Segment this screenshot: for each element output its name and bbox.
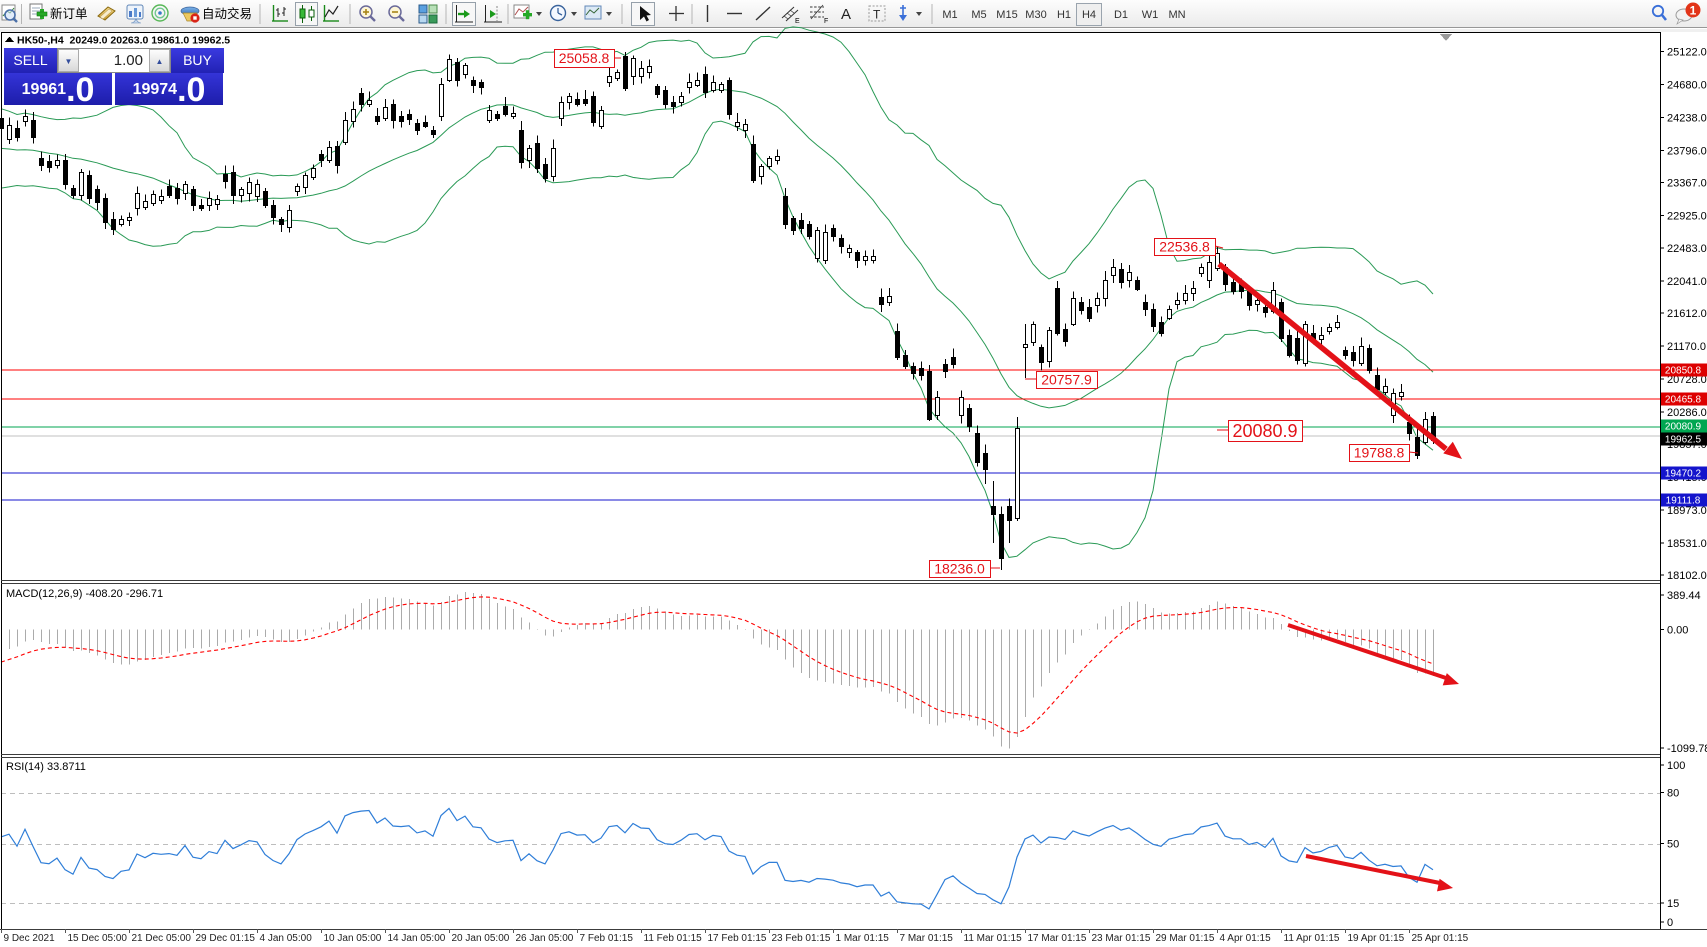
svg-text:389.44: 389.44 [1667, 590, 1701, 602]
svg-text:E: E [795, 18, 800, 25]
svg-text:19470.2: 19470.2 [1665, 469, 1702, 480]
svg-text:22041.0: 22041.0 [1667, 276, 1707, 288]
svg-text:11 Feb 01:15: 11 Feb 01:15 [644, 933, 703, 944]
svg-text:1 Mar 01:15: 1 Mar 01:15 [836, 933, 890, 944]
svg-text:MACD(12,26,9) -408.20 -296.71: MACD(12,26,9) -408.20 -296.71 [6, 588, 163, 600]
svg-text:21 Dec 05:00: 21 Dec 05:00 [132, 933, 192, 944]
svg-text:80: 80 [1667, 788, 1679, 800]
svg-text:15: 15 [1667, 898, 1679, 910]
svg-text:20465.8: 20465.8 [1665, 395, 1702, 406]
svg-text:M5: M5 [971, 9, 986, 21]
svg-text:7 Feb 01:15: 7 Feb 01:15 [580, 933, 634, 944]
svg-text:MN: MN [1168, 9, 1185, 21]
svg-text:11 Apr 01:15: 11 Apr 01:15 [1284, 933, 1340, 944]
svg-text:10 Jan 05:00: 10 Jan 05:00 [324, 933, 382, 944]
svg-text:25122.0: 25122.0 [1667, 46, 1707, 58]
svg-text:25058.8: 25058.8 [559, 50, 610, 66]
svg-text:29 Dec 01:15: 29 Dec 01:15 [196, 933, 256, 944]
svg-text:1: 1 [1690, 4, 1697, 18]
svg-text:23 Feb 01:15: 23 Feb 01:15 [772, 933, 831, 944]
svg-text:19 Apr 01:15: 19 Apr 01:15 [1348, 933, 1405, 944]
svg-text:15 Dec 05:00: 15 Dec 05:00 [68, 933, 128, 944]
svg-text:19788.8: 19788.8 [1354, 444, 1405, 460]
svg-text:26 Jan 05:00: 26 Jan 05:00 [516, 933, 574, 944]
svg-text:11 Mar 01:15: 11 Mar 01:15 [964, 933, 1023, 944]
svg-text:M30: M30 [1025, 9, 1046, 21]
svg-text:20080.9: 20080.9 [1665, 422, 1702, 433]
svg-text:20850.8: 20850.8 [1665, 366, 1702, 377]
svg-text:23796.0: 23796.0 [1667, 145, 1707, 157]
svg-text:20757.9: 20757.9 [1041, 371, 1092, 387]
svg-text:23367.0: 23367.0 [1667, 177, 1707, 189]
svg-text:0.00: 0.00 [1667, 624, 1688, 636]
svg-text:20080.9: 20080.9 [1232, 421, 1297, 441]
svg-text:H4: H4 [1082, 9, 1096, 21]
svg-text:17 Mar 01:15: 17 Mar 01:15 [1028, 933, 1087, 944]
svg-text:22536.8: 22536.8 [1159, 238, 1210, 254]
svg-text:4 Jan 05:00: 4 Jan 05:00 [260, 933, 313, 944]
svg-text:22925.0: 22925.0 [1667, 210, 1707, 222]
svg-text:29 Mar 01:15: 29 Mar 01:15 [1156, 933, 1215, 944]
svg-text:17 Feb 01:15: 17 Feb 01:15 [708, 933, 767, 944]
svg-text:18102.0: 18102.0 [1667, 570, 1707, 582]
svg-text:19111.8: 19111.8 [1666, 496, 1701, 507]
svg-text:24680.0: 24680.0 [1667, 79, 1707, 91]
svg-text:F: F [824, 18, 828, 25]
svg-text:25 Apr 01:15: 25 Apr 01:15 [1412, 933, 1469, 944]
svg-text:20728.0: 20728.0 [1667, 374, 1707, 386]
svg-text:T: T [873, 8, 881, 22]
svg-text:新订单: 新订单 [50, 6, 88, 21]
svg-text:18531.0: 18531.0 [1667, 538, 1707, 550]
svg-text:4 Apr 01:15: 4 Apr 01:15 [1220, 933, 1272, 944]
svg-text:M15: M15 [996, 9, 1017, 21]
svg-text:7 Mar 01:15: 7 Mar 01:15 [900, 933, 954, 944]
svg-text:自动交易: 自动交易 [202, 6, 252, 21]
svg-text:19962.5: 19962.5 [1665, 435, 1702, 446]
svg-text:M1: M1 [942, 9, 957, 21]
svg-text:20 Jan 05:00: 20 Jan 05:00 [452, 933, 510, 944]
svg-text:18973.0: 18973.0 [1667, 505, 1707, 517]
svg-text:24238.0: 24238.0 [1667, 112, 1707, 124]
svg-text:HK50-,H4 20249.0 20263.0 1986: HK50-,H4 20249.0 20263.0 19861.0 19962.5 [17, 35, 230, 47]
svg-text:50: 50 [1667, 839, 1679, 851]
svg-text:23 Mar 01:15: 23 Mar 01:15 [1092, 933, 1151, 944]
svg-text:20286.0: 20286.0 [1667, 407, 1707, 419]
svg-text:D1: D1 [1114, 9, 1128, 21]
svg-text:A: A [841, 6, 851, 23]
svg-text:100: 100 [1667, 760, 1685, 772]
svg-text:21170.0: 21170.0 [1667, 341, 1706, 353]
svg-text:-1099.78: -1099.78 [1667, 743, 1707, 755]
svg-text:21612.0: 21612.0 [1667, 308, 1707, 320]
svg-text:9 Dec 2021: 9 Dec 2021 [4, 933, 56, 944]
svg-text:22483.0: 22483.0 [1667, 243, 1707, 255]
svg-text:W1: W1 [1142, 9, 1159, 21]
svg-text:0: 0 [1667, 917, 1673, 929]
svg-text:RSI(14) 33.8711: RSI(14) 33.8711 [6, 761, 86, 773]
svg-text:H1: H1 [1057, 9, 1071, 21]
svg-text:14 Jan 05:00: 14 Jan 05:00 [388, 933, 446, 944]
svg-text:18236.0: 18236.0 [934, 560, 985, 576]
